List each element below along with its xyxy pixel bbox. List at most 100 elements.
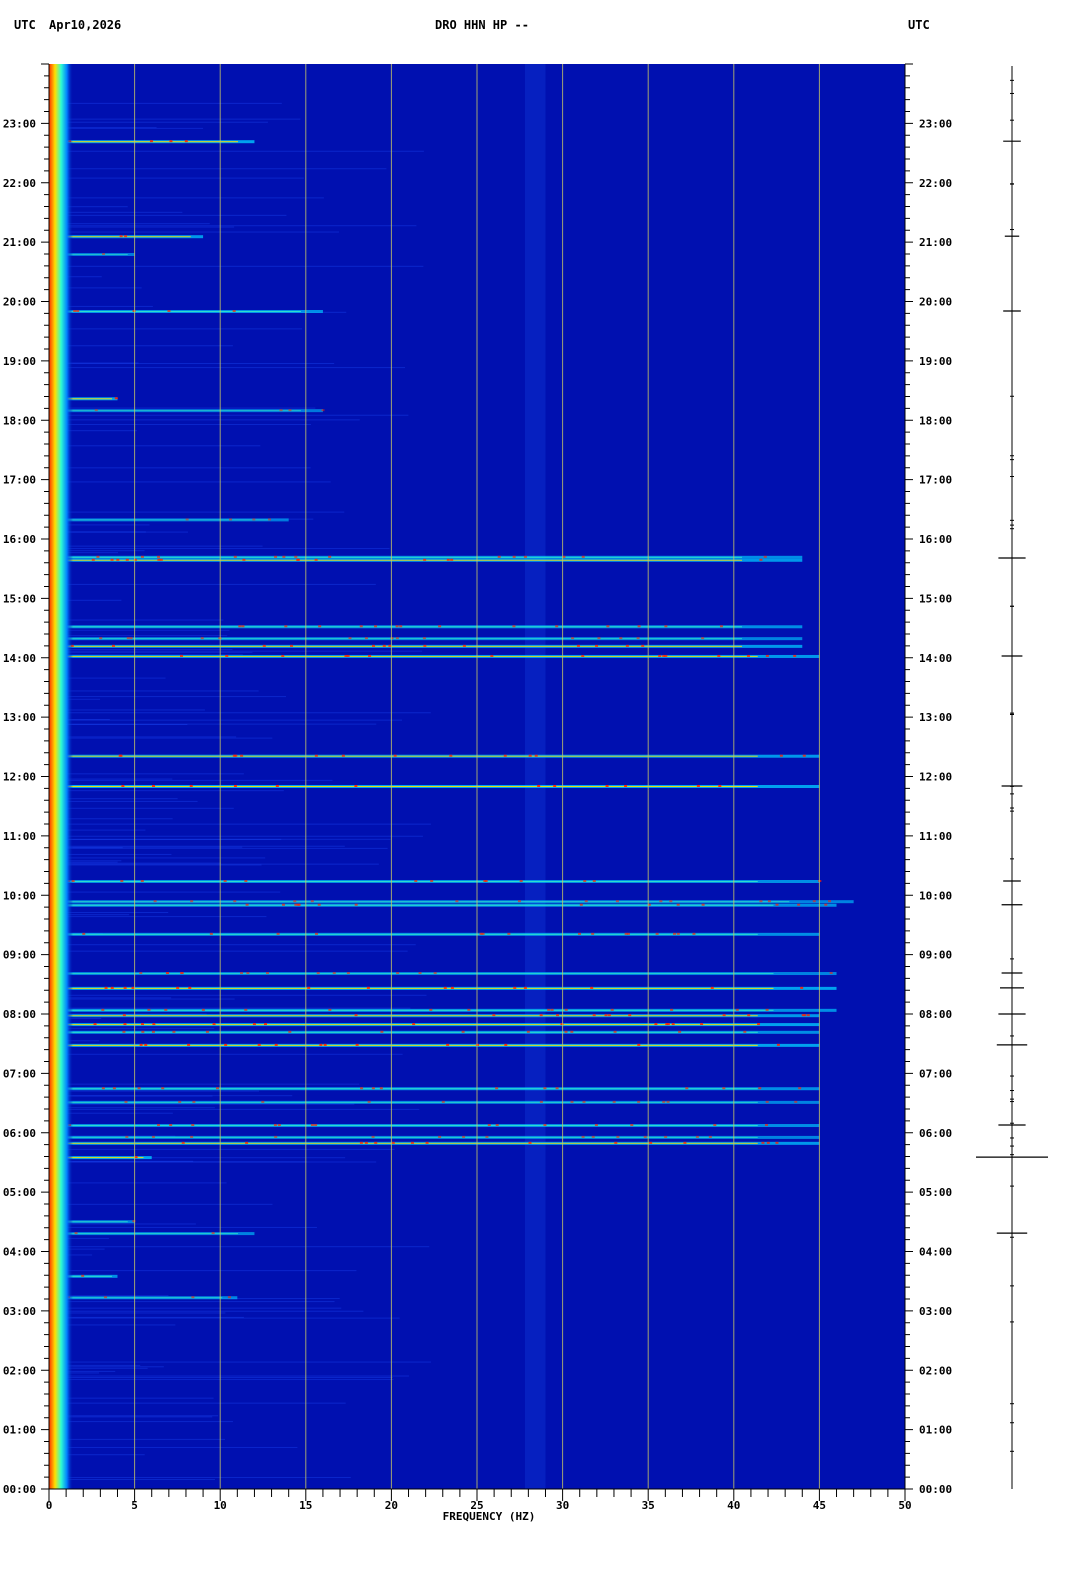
event-line-core [49, 933, 758, 935]
event-peak [485, 1135, 489, 1138]
event-peak [410, 1141, 414, 1144]
event-peak [180, 972, 184, 975]
noise-streak [57, 231, 339, 233]
event-peak [624, 932, 628, 935]
noise-streak [57, 276, 102, 278]
y-tick-label-right: 14:00 [919, 652, 952, 665]
event-peak [101, 1087, 105, 1090]
noise-streak [57, 1040, 100, 1042]
event-peak [396, 972, 400, 975]
event-peak [240, 972, 244, 975]
noise-streak [57, 127, 157, 129]
noise-streak [57, 121, 268, 123]
y-tick-label-right: 16:00 [919, 533, 952, 546]
noise-streak [57, 718, 110, 720]
noise-streak [57, 168, 387, 170]
event-peak [266, 972, 270, 975]
y-tick-label-left: 17:00 [3, 474, 36, 487]
event-peak [584, 900, 588, 903]
event-peak [114, 397, 118, 400]
noise-streak [57, 997, 172, 999]
event-peak [649, 1141, 653, 1144]
event-peak [359, 1141, 363, 1144]
noise-streak [57, 912, 169, 914]
event-peak [637, 1043, 641, 1046]
x-tick-label: 40 [727, 1499, 740, 1512]
event-peak [636, 637, 640, 640]
event-peak [120, 880, 124, 882]
noise-streak [57, 1377, 393, 1379]
event-peak [261, 1100, 265, 1103]
y-tick-label-left: 09:00 [3, 949, 36, 962]
noise-streak [57, 548, 390, 550]
event-line-core [49, 626, 743, 628]
event-peak [637, 1100, 641, 1103]
noise-streak [57, 467, 311, 469]
noise-streak [57, 800, 198, 802]
event-peak [233, 785, 237, 787]
x-tick-label: 30 [556, 1499, 569, 1512]
noise-streak [57, 891, 281, 893]
event-peak [612, 1100, 616, 1103]
noise-streak [57, 1379, 394, 1381]
event-peak [252, 1023, 256, 1026]
event-peak [607, 1014, 611, 1017]
event-peak [388, 644, 392, 647]
event-peak [582, 1100, 586, 1103]
noise-streak [57, 723, 377, 725]
event-peak [758, 1087, 762, 1090]
event-line-core [49, 901, 790, 903]
event-line-core [49, 638, 743, 640]
event-peak [503, 754, 507, 757]
event-peak [455, 900, 459, 903]
noise-streak [57, 1270, 357, 1272]
event-peak [153, 900, 157, 903]
event-peak [446, 558, 450, 561]
event-line-core [49, 1297, 223, 1299]
y-tick-label-left: 08:00 [3, 1008, 36, 1021]
event-peak [604, 1014, 608, 1017]
noise-streak [57, 862, 221, 864]
noise-streak [57, 864, 262, 866]
event-peak [597, 637, 601, 640]
event-peak [765, 1008, 769, 1011]
noise-streak [57, 345, 233, 347]
event-peak [423, 644, 427, 647]
event-peak [537, 785, 541, 787]
event-peak [274, 1135, 278, 1138]
noise-streak [57, 511, 345, 513]
noise-streak [57, 599, 122, 601]
event-peak [137, 1087, 141, 1090]
event-peak [429, 1008, 433, 1011]
noise-streak [57, 629, 230, 631]
event-peak [225, 654, 229, 657]
event-peak [122, 1014, 126, 1017]
event-peak [673, 932, 677, 935]
event-peak [658, 654, 662, 657]
noise-streak [57, 654, 243, 656]
event-peak [562, 555, 566, 558]
noise-streak [57, 1223, 196, 1225]
event-peak [765, 654, 769, 657]
noise-streak [57, 944, 416, 946]
noise-streak [57, 1366, 164, 1368]
event-line-core [49, 398, 113, 400]
event-peak [683, 1141, 687, 1144]
event-peak [275, 785, 279, 787]
event-peak [233, 555, 237, 558]
event-peak [556, 1014, 560, 1017]
event-peak [794, 1100, 798, 1103]
event-peak [461, 1030, 465, 1033]
event-peak [422, 637, 426, 640]
event-peak [695, 1135, 699, 1138]
event-line-core [49, 755, 758, 757]
event-peak [124, 235, 128, 238]
x-tick-label: 20 [385, 1499, 398, 1512]
y-tick-label-left: 20:00 [3, 296, 36, 309]
noise-streak [57, 690, 259, 692]
event-peak [767, 900, 771, 903]
event-peak [625, 644, 629, 647]
event-peak [315, 932, 319, 935]
event-peak [775, 903, 779, 906]
noise-streak [57, 619, 224, 621]
